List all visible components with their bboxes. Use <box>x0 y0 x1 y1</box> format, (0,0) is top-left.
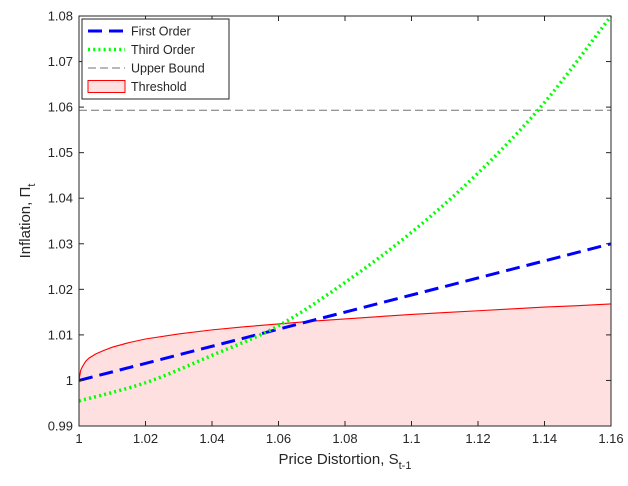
legend-label-first-order: First Order <box>131 25 191 39</box>
x-axis-label-main: Price Distortion, S <box>279 451 399 468</box>
y-tick-label: 0.99 <box>48 419 73 434</box>
x-tick-label: 1.06 <box>266 431 291 446</box>
y-tick-label: 1.05 <box>48 145 73 160</box>
y-tick-label: 1.01 <box>48 327 73 342</box>
x-axis-label: Price Distortion, St-1 <box>279 451 412 472</box>
legend-swatch-threshold <box>87 80 126 93</box>
y-tick-label: 1 <box>66 373 73 388</box>
y-tick-label: 1.07 <box>48 54 73 69</box>
x-tick-label: 1.14 <box>532 431 557 446</box>
first-order-line <box>78 242 612 382</box>
threshold-area <box>79 303 611 426</box>
x-tick-label: 1.08 <box>332 431 357 446</box>
x-axis-label-subscript: t-1 <box>399 460 412 472</box>
legend-label-threshold: Threshold <box>131 80 187 94</box>
y-axis-label-main: Inflation, Π <box>17 187 34 259</box>
legend-label-third-order: Third Order <box>131 43 195 57</box>
legend-label-upper-bound: Upper Bound <box>131 62 205 76</box>
x-tick-label: 1 <box>75 431 82 446</box>
y-tick-label: 1.04 <box>48 191 73 206</box>
legend: First Order Third Order Upper Bound Thresho… <box>81 18 230 100</box>
y-tick-label: 1.02 <box>48 282 73 297</box>
y-tick-label: 1.03 <box>48 236 73 251</box>
tick-layer: 1 1.02 1.04 1.06 1.08 1.1 1.12 1.14 1.160.9911.0… <box>48 9 624 447</box>
threshold-line <box>78 303 612 381</box>
x-tick-label: 1.12 <box>465 431 490 446</box>
y-axis-label-subscript: t <box>26 184 38 187</box>
x-tick-label: 1.16 <box>598 431 623 446</box>
series-layer <box>78 14 613 426</box>
x-tick-label: 1.02 <box>133 431 158 446</box>
third-order-line <box>78 14 613 403</box>
x-tick-label: 1.04 <box>199 431 224 446</box>
y-tick-label: 1.06 <box>48 100 73 115</box>
y-tick-label: 1.08 <box>48 9 73 24</box>
y-axis-label: Inflation, Πt <box>17 184 38 259</box>
x-tick-label: 1.1 <box>402 431 420 446</box>
